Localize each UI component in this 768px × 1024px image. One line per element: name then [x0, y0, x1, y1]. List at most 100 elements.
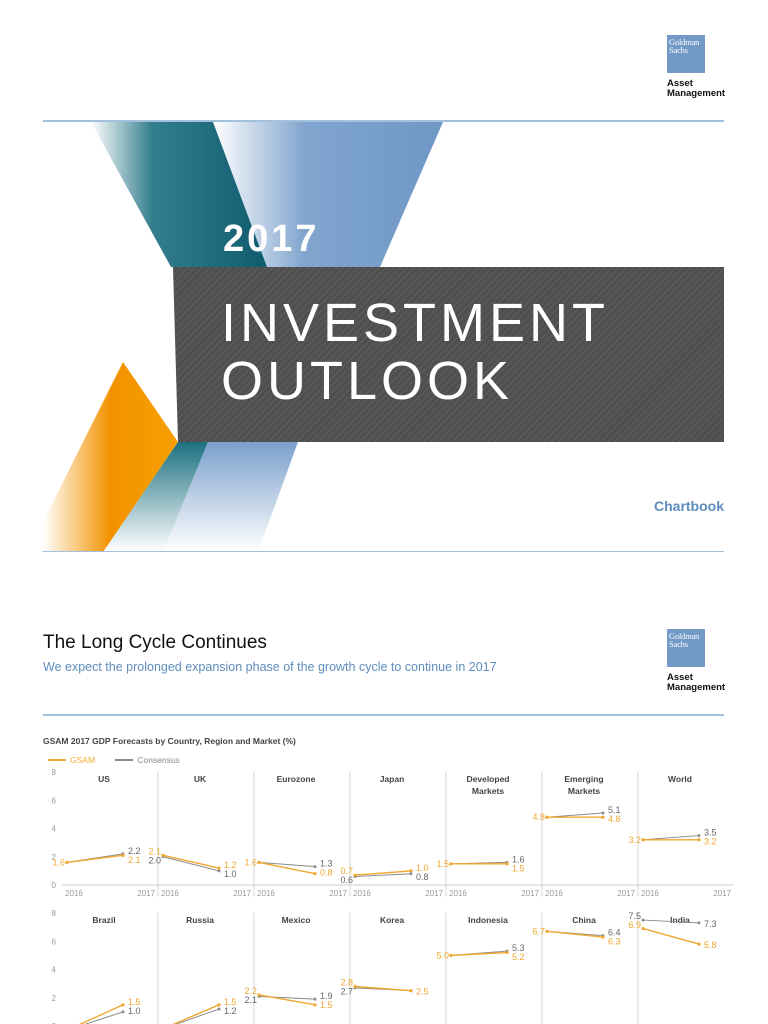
gsam-point	[601, 815, 605, 819]
logo2-text-management: Management	[667, 682, 726, 693]
gsam-2017-label: 1.0	[416, 863, 429, 873]
x-tick-label: 2017	[713, 889, 731, 898]
gsam-2016-label: 5.0	[436, 950, 449, 960]
y-tick-label: 4	[52, 825, 57, 834]
legend-item-gsam: GSAM	[48, 755, 95, 765]
panel-title: UK	[194, 774, 207, 784]
gsam-point	[257, 860, 261, 865]
gsam-2017-label: 2.5	[416, 987, 429, 997]
consensus-2017-label: 2.2	[128, 846, 141, 856]
consensus-line	[162, 856, 220, 872]
y-tick-label: 8	[52, 768, 57, 777]
gsam-point	[121, 853, 125, 857]
legend-label-gsam: GSAM	[70, 755, 96, 765]
y-tick-label: 8	[52, 909, 57, 918]
gsam-2017-label: 5.2	[512, 952, 525, 962]
gsam-point	[257, 993, 261, 997]
logo-text-asset: Asset	[667, 78, 693, 89]
gsam-2016-label: 3.2	[628, 835, 641, 845]
consensus-point	[697, 921, 701, 925]
section-title: The Long Cycle Continues	[43, 632, 267, 653]
consensus-line	[354, 873, 412, 878]
gsam-line	[79, 1004, 124, 1024]
consensus-2016-label: 2.1	[244, 995, 257, 1005]
cover-graphic	[43, 122, 724, 552]
gsam-line	[354, 870, 412, 876]
gsam-line	[258, 994, 316, 1006]
gsam-point	[545, 929, 549, 933]
gsam-point	[641, 838, 645, 842]
x-tick-label: 2017	[617, 889, 635, 898]
gsam-2016-label: 1.6	[244, 857, 257, 867]
panel-title: Korea	[380, 915, 404, 925]
gsam-2017-label: 4.8	[608, 814, 621, 824]
gsam-point	[409, 869, 413, 873]
gsam-2016-label: 6.9	[628, 920, 641, 930]
consensus-2016-label: 0.6	[340, 875, 353, 885]
cover-year: 2017	[223, 218, 320, 260]
gsam-point	[161, 853, 165, 857]
gsam-2016-label: 6.7	[532, 926, 545, 936]
gsam-line	[642, 927, 700, 945]
x-tick-label: 2016	[545, 889, 563, 898]
gsam-point	[449, 953, 453, 957]
goldman-sachs-logo-2: Goldman Sachs Asset Management	[667, 629, 725, 693]
logo2-text-goldman: Goldman	[669, 631, 700, 641]
y-tick-label: 0	[52, 1022, 57, 1024]
consensus-2017-label: 7.3	[704, 919, 717, 929]
logo-box-2: Goldman Sachs	[667, 629, 705, 667]
consensus-2016-label: 2.7	[340, 986, 353, 996]
x-tick-label: 2016	[353, 889, 371, 898]
y-tick-label: 4	[52, 966, 57, 975]
y-tick-label: 2	[52, 853, 57, 862]
consensus-2017-label: 3.5	[704, 828, 717, 838]
gsam-point	[217, 1003, 221, 1007]
gsam-2016-label: 4.8	[532, 812, 545, 822]
panel-title: Brazil	[92, 915, 115, 925]
consensus-2016-label: 7.5	[628, 911, 641, 921]
gsam-line	[354, 985, 412, 992]
gsam-point	[505, 950, 509, 955]
gsam-2016-label: 2.2	[244, 986, 257, 996]
consensus-point	[217, 869, 221, 873]
y-tick-label: 0	[52, 881, 57, 890]
logo2-text-sachs: Sachs	[669, 639, 688, 649]
gsam-point	[217, 866, 221, 870]
cover-title: INVESTMENT OUTLOOK	[221, 294, 609, 410]
gsam-2016-label: 0.7	[340, 866, 353, 876]
gsam-point	[65, 860, 69, 865]
gsam-point	[353, 984, 357, 989]
x-tick-label: 2017	[329, 889, 347, 898]
legend-swatch-consensus	[115, 759, 134, 761]
logo-text-goldman: Goldman	[669, 37, 700, 47]
consensus-point	[409, 872, 413, 876]
consensus-2017-label: 5.3	[512, 943, 525, 953]
gsam-2017-label: 5.8	[704, 940, 717, 950]
gsam-point	[313, 872, 317, 876]
gsam-point	[505, 862, 509, 866]
consensus-point	[313, 997, 317, 1001]
consensus-point	[641, 918, 645, 922]
logo2-text-asset: Asset	[667, 672, 693, 683]
cover-chartbook-label: Chartbook	[654, 498, 724, 514]
panel-title: Mexico	[282, 915, 311, 925]
chart-legend: GSAM Consensus	[48, 755, 198, 765]
consensus-2017-label: 1.0	[128, 1006, 141, 1016]
consensus-2017-label: 5.1	[608, 805, 621, 815]
legend-item-consensus: Consensus	[115, 755, 180, 765]
consensus-2017-label: 1.0	[224, 869, 237, 879]
x-tick-label: 2016	[257, 889, 275, 898]
x-tick-label: 2016	[65, 889, 83, 898]
gsam-line	[258, 861, 316, 875]
panel-title: India	[670, 915, 690, 925]
gsam-2017-label: 1.2	[224, 860, 237, 870]
logo2-asset-management: Asset Management	[667, 673, 725, 693]
consensus-point	[697, 834, 701, 838]
consensus-line	[84, 1011, 124, 1024]
panel-title: World	[668, 774, 692, 784]
gsam-point	[449, 862, 453, 866]
x-tick-label: 2017	[521, 889, 539, 898]
consensus-point	[313, 865, 317, 869]
x-tick-label: 2016	[449, 889, 467, 898]
